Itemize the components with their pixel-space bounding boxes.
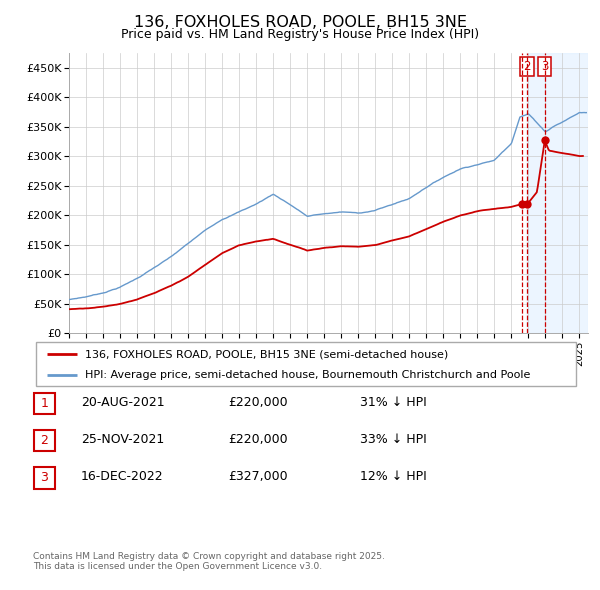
Text: 33% ↓ HPI: 33% ↓ HPI: [360, 433, 427, 446]
Bar: [527, 53, 588, 333]
Text: 3: 3: [541, 60, 548, 73]
Text: £220,000: £220,000: [228, 396, 287, 409]
Text: 136, FOXHOLES ROAD, POOLE, BH15 3NE: 136, FOXHOLES ROAD, POOLE, BH15 3NE: [133, 15, 467, 30]
FancyBboxPatch shape: [34, 393, 55, 414]
FancyBboxPatch shape: [34, 467, 55, 489]
Text: 31% ↓ HPI: 31% ↓ HPI: [360, 396, 427, 409]
FancyBboxPatch shape: [36, 342, 576, 386]
Text: 20-AUG-2021: 20-AUG-2021: [81, 396, 164, 409]
Text: 25-NOV-2021: 25-NOV-2021: [81, 433, 164, 446]
Text: £327,000: £327,000: [228, 470, 287, 483]
Text: HPI: Average price, semi-detached house, Bournemouth Christchurch and Poole: HPI: Average price, semi-detached house,…: [85, 369, 530, 379]
FancyBboxPatch shape: [34, 430, 55, 451]
Text: Contains HM Land Registry data © Crown copyright and database right 2025.
This d: Contains HM Land Registry data © Crown c…: [33, 552, 385, 571]
Text: Price paid vs. HM Land Registry's House Price Index (HPI): Price paid vs. HM Land Registry's House …: [121, 28, 479, 41]
Text: £220,000: £220,000: [228, 433, 287, 446]
Text: 2: 2: [40, 434, 49, 447]
Text: 2: 2: [523, 60, 531, 73]
Text: 136, FOXHOLES ROAD, POOLE, BH15 3NE (semi-detached house): 136, FOXHOLES ROAD, POOLE, BH15 3NE (sem…: [85, 349, 448, 359]
Text: 16-DEC-2022: 16-DEC-2022: [81, 470, 164, 483]
Text: 1: 1: [40, 397, 49, 410]
Text: 3: 3: [40, 471, 49, 484]
Text: 12% ↓ HPI: 12% ↓ HPI: [360, 470, 427, 483]
